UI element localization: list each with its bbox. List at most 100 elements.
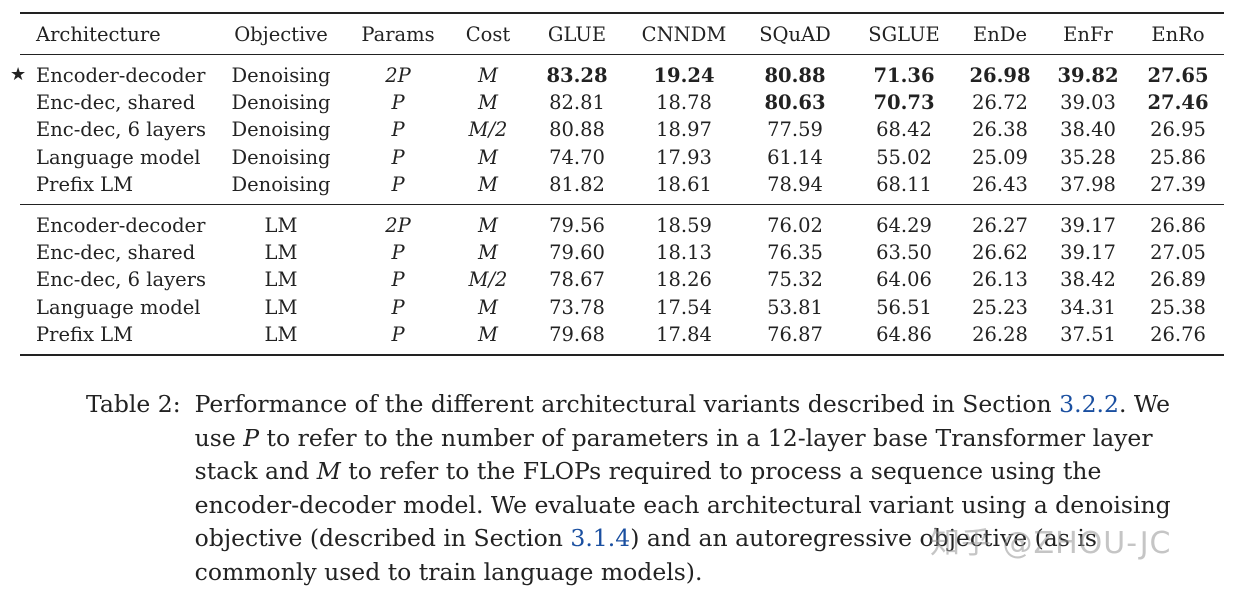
cell-value: Enc-dec, shared xyxy=(36,91,196,115)
cell-value: 78.94 xyxy=(767,172,823,196)
cell-enro: 27.46 xyxy=(1132,89,1224,116)
caption-label: Table 2: xyxy=(86,390,181,418)
cell-value: 64.06 xyxy=(876,268,932,292)
cell-glue: 79.56 xyxy=(524,204,630,239)
cell-value: 17.84 xyxy=(656,322,712,346)
cell-value: 26.27 xyxy=(972,214,1028,238)
cell-ende: 25.23 xyxy=(956,294,1044,321)
cell-cost: M xyxy=(452,239,524,266)
cell-params: 2P xyxy=(344,55,452,90)
cell-value: 71.36 xyxy=(873,64,935,88)
cell-value: M xyxy=(478,145,498,169)
cell-value: Language model xyxy=(36,145,201,169)
cell-value: 39.82 xyxy=(1057,64,1119,88)
cell-value: 27.46 xyxy=(1147,91,1209,115)
cell-arch: ★ Encoder-decoder xyxy=(10,55,218,90)
cell-value: 76.35 xyxy=(767,241,823,265)
cell-value: 37.98 xyxy=(1060,172,1116,196)
cell-value: M/2 xyxy=(468,268,508,292)
cell-squad: 80.88 xyxy=(738,55,852,90)
header-squad: SQuAD xyxy=(759,22,831,46)
cell-glue: 78.67 xyxy=(524,266,630,293)
cell-squad: 78.94 xyxy=(738,171,852,205)
cell-cnndm: 18.26 xyxy=(630,266,738,293)
cell-value: P xyxy=(391,118,405,142)
cell-value: M xyxy=(478,322,498,346)
cell-enro: 27.39 xyxy=(1132,171,1224,205)
cell-value: LM xyxy=(264,322,298,346)
cell-value: 79.68 xyxy=(549,322,605,346)
cell-value: 75.32 xyxy=(767,268,823,292)
cell-params: P xyxy=(344,144,452,171)
cell-value: 26.76 xyxy=(1150,322,1206,346)
table-row: Enc-dec, shared Denoising P M 82.81 18.78 80.6… xyxy=(20,89,1224,116)
cell-value: 26.38 xyxy=(972,118,1028,142)
cell-enro: 25.38 xyxy=(1132,294,1224,321)
cell-glue: 83.28 xyxy=(524,55,630,90)
cell-value: 26.98 xyxy=(969,64,1031,88)
cell-value: 25.23 xyxy=(972,295,1028,319)
cell-value: 25.86 xyxy=(1150,145,1206,169)
cell-value: 76.02 xyxy=(767,214,823,238)
cell-ende: 26.72 xyxy=(956,89,1044,116)
results-table: Architecture Objective Params Cost GLUE … xyxy=(10,12,1224,356)
cell-value: 79.60 xyxy=(549,241,605,265)
cell-cnndm: 17.84 xyxy=(630,321,738,355)
cell-value: 53.81 xyxy=(767,295,823,319)
cell-value: Denoising xyxy=(231,91,331,115)
header-architecture: Architecture xyxy=(36,22,161,46)
cell-sglue: 71.36 xyxy=(852,55,956,90)
lm-group: Encoder-decoder LM 2P M 79.56 18.59 76.02 64.29… xyxy=(20,204,1224,355)
cell-params: P xyxy=(344,294,452,321)
cell-params: 2P xyxy=(344,204,452,239)
table-header: Architecture Objective Params Cost GLUE … xyxy=(20,13,1224,55)
table-row: Encoder-decoder LM 2P M 79.56 18.59 76.02 64.29… xyxy=(20,204,1224,239)
cell-enfr: 39.17 xyxy=(1044,239,1132,266)
section-link-3-1-4[interactable]: 3.1.4 xyxy=(570,524,631,553)
cell-value: Encoder-decoder xyxy=(36,64,206,88)
cell-squad: 76.02 xyxy=(738,204,852,239)
cell-value: 19.24 xyxy=(653,64,715,88)
section-link-3-2-2[interactable]: 3.2.2 xyxy=(1059,390,1119,418)
table-caption: Table 2: Performance of the different ar… xyxy=(86,388,1176,590)
cell-enro: 26.95 xyxy=(1132,116,1224,143)
table-row: Language model LM P M 73.78 17.54 53.81 56.51 25… xyxy=(20,294,1224,321)
cell-value: 18.61 xyxy=(656,172,712,196)
cell-arch: Enc-dec, shared xyxy=(20,239,218,266)
cell-arch: Enc-dec, 6 layers xyxy=(20,266,218,293)
header-enfr: EnFr xyxy=(1063,22,1113,46)
cell-squad: 61.14 xyxy=(738,144,852,171)
cell-value: 56.51 xyxy=(876,295,932,319)
header-cnndm: CNNDM xyxy=(641,22,727,46)
cell-value: LM xyxy=(264,295,298,319)
header-sglue: SGLUE xyxy=(868,22,940,46)
cell-value: 80.88 xyxy=(764,64,826,88)
cell-arch: Enc-dec, shared xyxy=(20,89,218,116)
cell-value: 82.81 xyxy=(549,91,605,115)
cell-value: 74.70 xyxy=(549,145,605,169)
denoising-group: ★ Encoder-decoder Denoising 2P M 83.28 19.24 80… xyxy=(10,55,1224,205)
caption-symbol-p: P xyxy=(243,423,260,452)
cell-value: Denoising xyxy=(231,64,331,88)
cell-value: 78.67 xyxy=(549,268,605,292)
cell-enfr: 35.28 xyxy=(1044,144,1132,171)
cell-value: 18.97 xyxy=(656,118,712,142)
cell-sglue: 64.86 xyxy=(852,321,956,355)
cell-squad: 80.63 xyxy=(738,89,852,116)
cell-value: 79.56 xyxy=(549,214,605,238)
cell-enro: 26.89 xyxy=(1132,266,1224,293)
cell-value: 39.03 xyxy=(1060,91,1116,115)
cell-enro: 25.86 xyxy=(1132,144,1224,171)
cell-value: M xyxy=(478,91,498,115)
table-row: Language model Denoising P M 74.70 17.93 61.14… xyxy=(20,144,1224,171)
table-row: Prefix LM LM P M 79.68 17.84 76.87 64.86 26.28 37… xyxy=(20,321,1224,355)
caption-body: Performance of the different architectur… xyxy=(195,388,1176,590)
cell-value: 18.59 xyxy=(656,214,712,238)
cell-value: 83.28 xyxy=(546,64,608,88)
cell-value: 35.28 xyxy=(1060,145,1116,169)
cell-sglue: 70.73 xyxy=(852,89,956,116)
cell-arch: Enc-dec, 6 layers xyxy=(20,116,218,143)
cell-value: LM xyxy=(264,241,298,265)
cell-value: P xyxy=(391,145,405,169)
cell-value: 18.26 xyxy=(656,268,712,292)
